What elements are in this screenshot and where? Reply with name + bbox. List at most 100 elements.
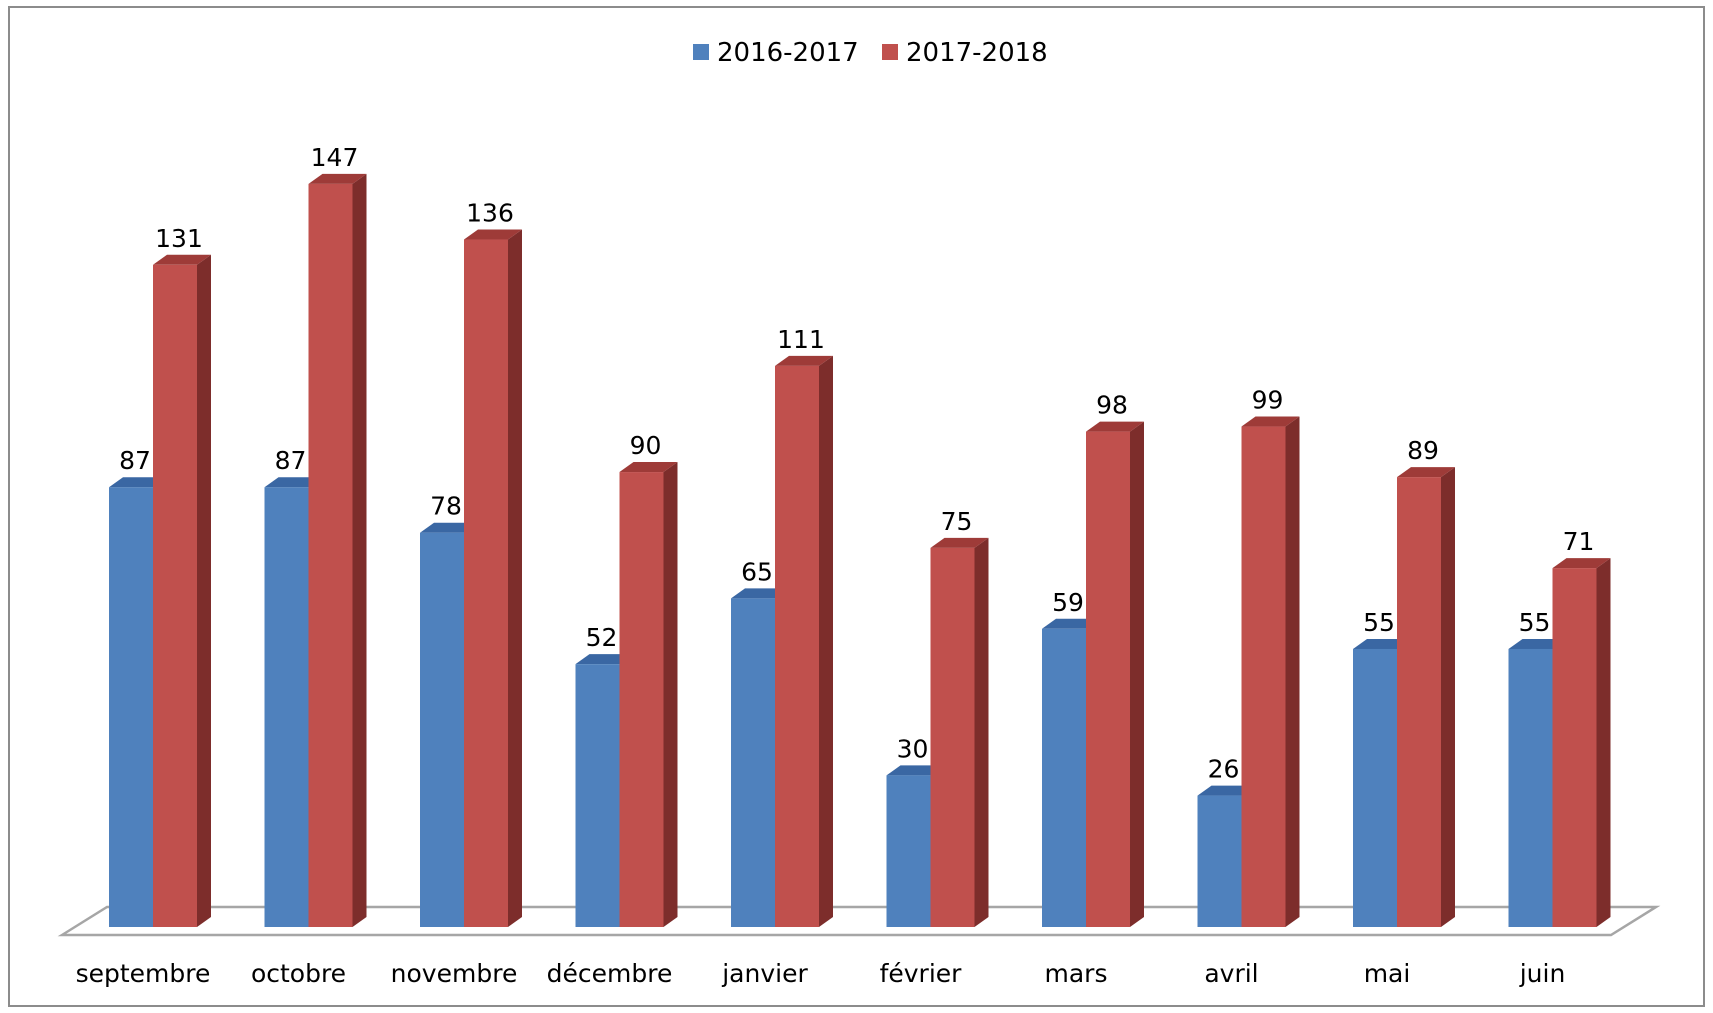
bar-front-face <box>1042 628 1086 927</box>
bar-side-face <box>1285 416 1300 927</box>
bar-side-face <box>197 254 211 928</box>
data-label-2017-2018-novembre: 136 <box>466 199 514 228</box>
bar-side-face <box>819 355 833 927</box>
bar-top-face <box>1397 467 1455 478</box>
x-tick-label-mars: mars <box>1045 959 1108 988</box>
data-label-2016-2017-novembre: 78 <box>430 492 462 521</box>
bar-top-face <box>575 654 634 665</box>
data-labels-layer: 87 131 87 147 78 136 52 90 65 111 30 75 59 98 26 99 55 89… <box>119 143 1594 784</box>
bar-top-face <box>731 588 789 599</box>
bar-front-face <box>1086 431 1130 927</box>
legend-swatch <box>693 44 709 60</box>
data-label-2016-2017-décembre: 52 <box>586 623 618 652</box>
bar-2017-2018-décembre <box>619 462 678 927</box>
bar-top-face <box>153 254 211 265</box>
bar-2017-2018-avril <box>1241 416 1300 927</box>
data-label-2017-2018-janvier: 111 <box>777 325 825 354</box>
bar-top-face <box>1197 785 1256 796</box>
bar-side-face <box>663 462 678 927</box>
data-label-2016-2017-mai: 55 <box>1363 608 1395 637</box>
bar-front-face <box>1241 426 1286 927</box>
bar-front-face <box>308 183 353 928</box>
bar-side-face <box>508 229 522 927</box>
bar-front-face <box>153 264 197 927</box>
legend-label: 2017-2018 <box>906 38 1048 68</box>
data-label-2017-2018-juin: 71 <box>1563 527 1595 556</box>
x-tick-label-novembre: novembre <box>391 959 518 988</box>
bar-front-face <box>886 775 931 927</box>
bar-front-face <box>575 664 620 927</box>
bar-2017-2018-mars <box>1086 421 1144 927</box>
bar-2017-2018-mai <box>1397 467 1455 927</box>
bar-front-face <box>619 472 664 927</box>
bar-top-face <box>775 355 833 366</box>
data-label-2016-2017-février: 30 <box>897 734 929 763</box>
bar-top-face <box>619 462 678 473</box>
bar-top-face <box>1042 618 1100 629</box>
bar-top-face <box>1241 416 1300 427</box>
x-tick-label-décembre: décembre <box>547 959 673 988</box>
bar-2017-2018-janvier <box>775 355 833 927</box>
bar-top-face <box>1552 558 1611 569</box>
bar-front-face <box>1353 648 1397 927</box>
bar-front-face <box>1508 648 1553 927</box>
bar-top-face <box>1508 638 1567 649</box>
bar-front-face <box>930 547 975 927</box>
bar-front-face <box>1397 477 1441 927</box>
bar-2017-2018-septembre <box>153 254 211 928</box>
legend-item-2016-2017: 2016-2017 <box>693 38 859 68</box>
bar-2017-2018-février <box>930 537 989 927</box>
data-label-2016-2017-avril: 26 <box>1208 755 1240 784</box>
data-label-2016-2017-mars: 59 <box>1052 588 1084 617</box>
bar-side-face <box>974 537 989 927</box>
data-label-2017-2018-février: 75 <box>941 507 973 536</box>
data-label-2016-2017-janvier: 65 <box>741 557 773 586</box>
bar-side-face <box>1596 558 1611 927</box>
bar-top-face <box>420 522 478 533</box>
bar-front-face <box>420 532 464 927</box>
x-tick-label-mai: mai <box>1364 959 1411 988</box>
legend: 2016-2017 2017-2018 <box>693 38 1048 68</box>
data-label-2017-2018-avril: 99 <box>1252 386 1284 415</box>
legend-swatch <box>882 44 898 60</box>
bar-top-face <box>930 537 989 548</box>
x-tick-label-juin: juin <box>1519 959 1566 988</box>
x-tick-label-janvier: janvier <box>721 959 808 988</box>
bar-top-face <box>1086 421 1144 432</box>
x-axis-tick-labels: septembre octobre novembre décembre janvier f… <box>76 959 1566 988</box>
x-tick-label-avril: avril <box>1204 959 1258 988</box>
bar-top-face <box>308 173 367 184</box>
bar-front-face <box>264 487 309 927</box>
bar-front-face <box>464 239 508 927</box>
bar-side-face <box>1441 467 1455 927</box>
bar-front-face <box>109 487 153 927</box>
data-label-2017-2018-décembre: 90 <box>630 431 662 460</box>
data-label-2017-2018-mai: 89 <box>1407 436 1439 465</box>
bar-front-face <box>775 365 819 927</box>
data-label-2016-2017-septembre: 87 <box>119 446 151 475</box>
bar-front-face <box>1197 795 1242 927</box>
legend-item-2017-2018: 2017-2018 <box>882 38 1048 68</box>
bar-side-face <box>352 173 367 928</box>
legend-label: 2016-2017 <box>717 38 859 68</box>
bar-top-face <box>264 477 323 488</box>
bar-top-face <box>1353 638 1411 649</box>
data-label-2017-2018-octobre: 147 <box>311 143 359 172</box>
bar-side-face <box>1130 421 1144 927</box>
data-label-2016-2017-juin: 55 <box>1519 608 1551 637</box>
data-label-2016-2017-octobre: 87 <box>275 446 307 475</box>
bar-top-face <box>109 477 167 488</box>
x-tick-label-octobre: octobre <box>251 959 346 988</box>
bar-2017-2018-octobre <box>308 173 367 928</box>
bar-top-face <box>886 765 945 776</box>
x-tick-label-septembre: septembre <box>76 959 211 988</box>
bar-2017-2018-juin <box>1552 558 1611 927</box>
bar-front-face <box>731 598 775 927</box>
bar-top-face <box>464 229 522 240</box>
data-label-2017-2018-mars: 98 <box>1096 391 1128 420</box>
x-tick-label-février: février <box>880 959 963 988</box>
data-label-2017-2018-septembre: 131 <box>155 224 203 253</box>
bars-layer <box>109 173 1611 928</box>
bar-2017-2018-novembre <box>464 229 522 927</box>
